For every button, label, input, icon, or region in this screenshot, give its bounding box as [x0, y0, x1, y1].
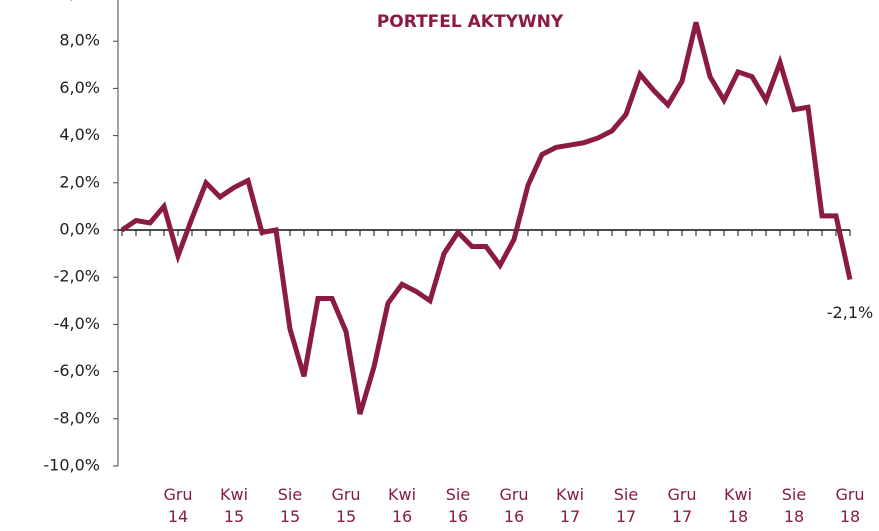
y-tick-label: 8,0% — [59, 31, 100, 50]
x-tick-label: Gru 16 — [499, 485, 529, 526]
y-tick-label: 2,0% — [59, 172, 100, 191]
x-tick-label: Kwi 17 — [555, 485, 585, 526]
x-tick-label: Kwi 18 — [723, 485, 753, 526]
y-tick-label: -2,0% — [54, 267, 100, 286]
x-tick-label: Gru 14 — [163, 485, 193, 526]
x-tick-label: Sie 17 — [613, 485, 639, 526]
data-label: -2,1% — [827, 303, 873, 322]
x-tick-label: Sie 15 — [277, 485, 303, 526]
x-tick-label: Gru 17 — [667, 485, 697, 526]
x-tick-label: Sie 16 — [445, 485, 471, 526]
y-tick-label: -4,0% — [54, 314, 100, 333]
y-tick-label: -10,0% — [43, 456, 100, 475]
chart-title: PORTFEL AKTYWNY — [377, 12, 564, 32]
x-tick-label: Sie 18 — [781, 485, 807, 526]
y-tick-label: 6,0% — [59, 78, 100, 97]
y-tick-label: -8,0% — [54, 408, 100, 427]
x-tick-label: Gru 15 — [331, 485, 361, 526]
line-series — [120, 21, 853, 415]
y-tick-label: 10,0% — [49, 0, 100, 3]
y-tick-label: 4,0% — [59, 125, 100, 144]
x-tick-label: Gru 18 — [835, 485, 865, 526]
y-tick-label: -6,0% — [54, 361, 100, 380]
y-tick-label: 0,0% — [59, 220, 100, 239]
x-tick-label: Kwi 15 — [219, 485, 249, 526]
x-tick-label: Kwi 16 — [387, 485, 417, 526]
